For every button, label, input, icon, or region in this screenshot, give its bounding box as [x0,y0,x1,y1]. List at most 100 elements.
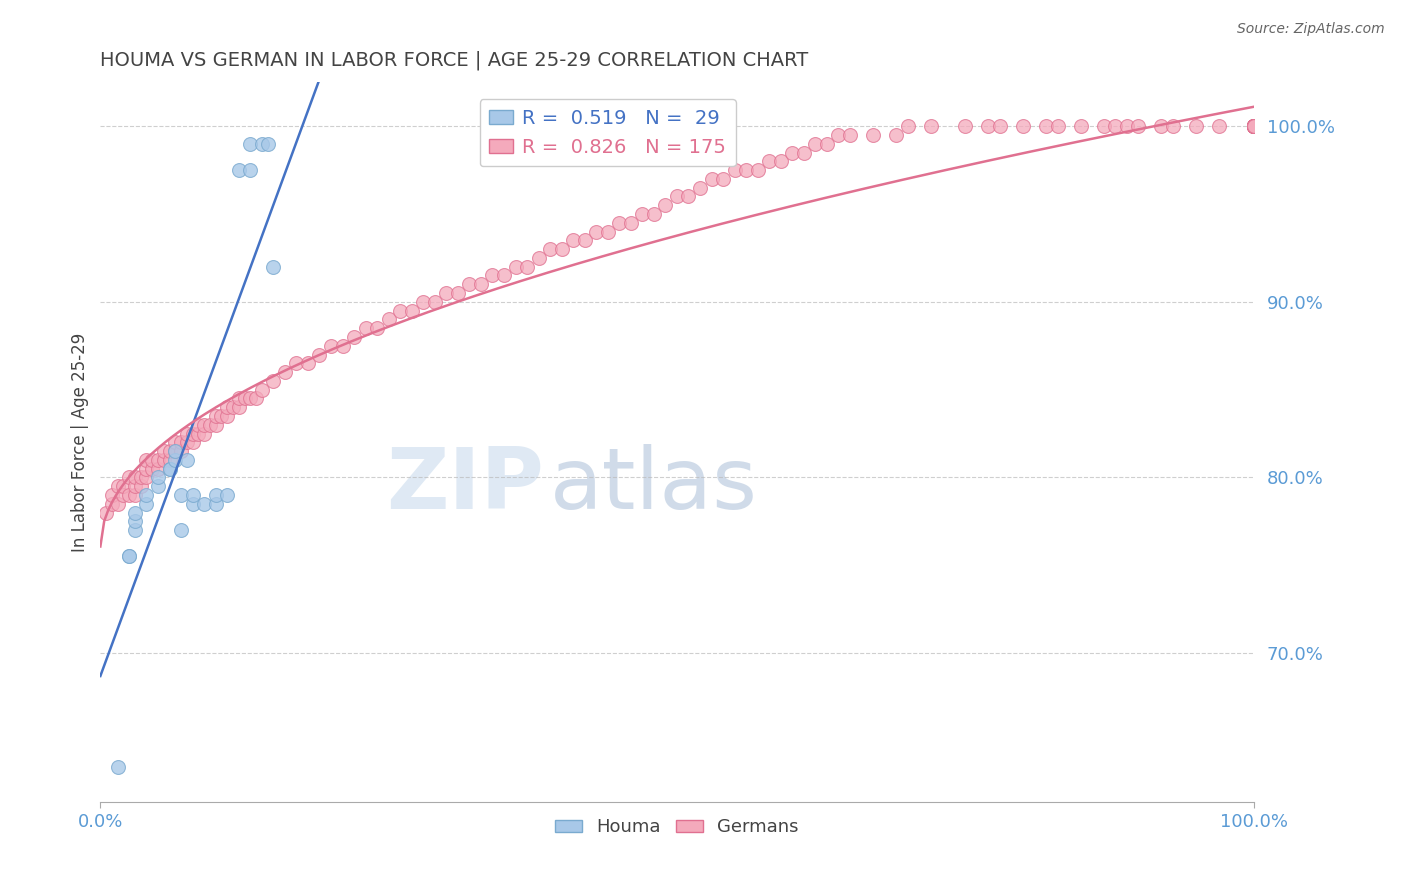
Point [262,374,284,388]
Point [562,233,585,247]
Point [1128,120,1150,134]
Point [447,286,470,301]
Y-axis label: In Labor Force | Age 25-29: In Labor Force | Age 25-29 [72,333,89,552]
Point [1243,120,1265,134]
Point [204,488,226,502]
Legend: Houma, Germans: Houma, Germans [548,811,806,844]
Point [458,277,481,292]
Point [112,488,135,502]
Point [228,163,250,178]
Point [129,479,152,493]
Text: Source: ZipAtlas.com: Source: ZipAtlas.com [1237,22,1385,37]
Point [1243,120,1265,134]
Point [274,365,297,379]
Point [354,321,377,335]
Point [1243,120,1265,134]
Point [209,409,232,423]
Point [1243,120,1265,134]
Point [1243,120,1265,134]
Point [1243,120,1265,134]
Point [631,207,654,221]
Point [107,760,129,774]
Point [747,163,769,178]
Point [124,479,146,493]
Point [550,242,572,256]
Point [1012,120,1035,134]
Point [118,549,141,564]
Point [1243,120,1265,134]
Point [193,497,215,511]
Point [204,409,226,423]
Point [988,120,1011,134]
Point [665,189,688,203]
Point [176,453,198,467]
Point [118,549,141,564]
Point [1243,120,1265,134]
Point [101,497,124,511]
Point [1243,120,1265,134]
Point [1243,120,1265,134]
Point [228,392,250,406]
Point [135,497,157,511]
Point [585,225,607,239]
Point [700,172,723,186]
Point [1104,120,1126,134]
Point [780,145,803,160]
Point [1243,120,1265,134]
Point [250,136,273,151]
Point [1243,120,1265,134]
Point [1243,120,1265,134]
Point [1243,120,1265,134]
Point [181,426,204,441]
Point [1243,120,1265,134]
Point [124,488,146,502]
Point [735,163,758,178]
Point [308,347,330,361]
Point [1243,120,1265,134]
Point [1243,120,1265,134]
Point [1243,120,1265,134]
Point [1070,120,1092,134]
Point [1185,120,1208,134]
Point [217,400,239,414]
Point [920,120,942,134]
Point [527,251,550,265]
Point [239,163,262,178]
Point [1243,120,1265,134]
Point [377,312,399,326]
Point [170,523,193,537]
Point [401,303,423,318]
Point [94,506,117,520]
Point [1243,120,1265,134]
Point [1243,120,1265,134]
Point [1092,120,1115,134]
Point [1243,120,1265,134]
Point [285,356,308,370]
Point [481,268,503,283]
Point [170,444,193,458]
Point [1243,120,1265,134]
Point [470,277,492,292]
Point [1243,120,1265,134]
Point [643,207,665,221]
Point [1243,120,1265,134]
Point [423,294,446,309]
Point [176,435,198,450]
Point [711,172,734,186]
Point [124,523,146,537]
Point [815,136,838,151]
Point [1243,120,1265,134]
Point [193,417,215,432]
Point [165,444,187,458]
Point [1243,120,1265,134]
Point [159,453,181,467]
Point [689,180,711,194]
Point [319,339,342,353]
Point [187,426,209,441]
Point [1150,120,1173,134]
Point [146,461,169,475]
Point [193,426,215,441]
Point [620,216,643,230]
Point [839,128,862,142]
Point [1243,120,1265,134]
